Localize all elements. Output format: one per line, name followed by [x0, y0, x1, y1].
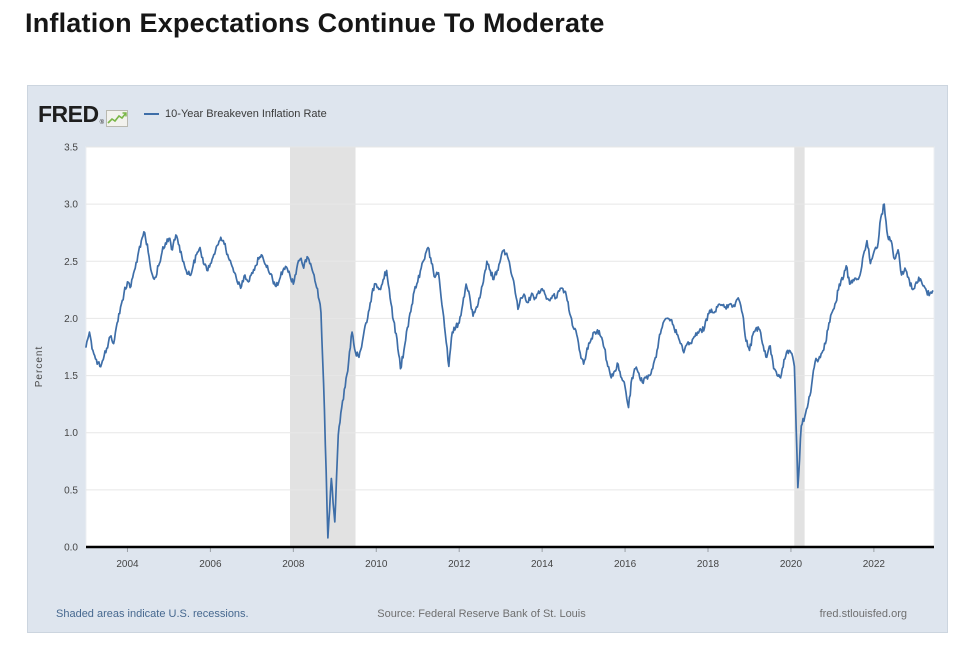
y-tick-label: 3.5 [64, 143, 78, 154]
fred-logo-registered-mark: ® [99, 119, 105, 126]
chart-header: FRED ® 10-Year Breakeven Inflation Rate [38, 96, 327, 132]
line-chart-svg: 0.0 0.5 1.0 1.5 2.0 2.5 3.0 3.5 2004 2006 2008 2010… [64, 143, 935, 570]
y-tick-label: 2.5 [64, 257, 78, 268]
recession-note: Shaded areas indicate U.S. recessions. [56, 608, 249, 620]
legend-series-label: 10-Year Breakeven Inflation Rate [165, 108, 327, 120]
x-tick-label: 2012 [448, 559, 471, 570]
x-tick-label: 2014 [531, 559, 554, 570]
source-note: Source: Federal Reserve Bank of St. Loui… [377, 608, 586, 620]
page-title: Inflation Expectations Continue To Moder… [25, 8, 605, 38]
plot-background [85, 146, 935, 548]
fred-chart-panel: FRED ® 10-Year Breakeven Inflation Rate … [27, 85, 948, 633]
x-tick-label: 2016 [614, 559, 637, 570]
x-tick-label: 2010 [365, 559, 388, 570]
legend-line-swatch [144, 113, 160, 115]
fred-sparkline-icon [106, 109, 129, 127]
y-tick-label: 2.0 [64, 314, 78, 325]
x-tick-label: 2006 [199, 559, 222, 570]
fred-url: fred.stlouisfed.org [819, 608, 907, 620]
x-tick-label: 2020 [780, 559, 803, 570]
y-tick-label: 0.0 [64, 543, 78, 554]
x-tick-label: 2022 [863, 559, 886, 570]
chart-legend: 10-Year Breakeven Inflation Rate [144, 108, 327, 120]
series-line [85, 203, 934, 539]
y-tick-label: 0.5 [64, 485, 78, 496]
chart-plot: 0.0 0.5 1.0 1.5 2.0 2.5 3.0 3.5 2004 2006 2008 2010… [28, 141, 948, 581]
fred-logo-text: FRED [38, 100, 99, 127]
recession-band [794, 147, 805, 547]
fred-logo: FRED ® [38, 100, 129, 128]
x-tick-label: 2018 [697, 559, 720, 570]
y-tick-label: 1.0 [64, 428, 78, 439]
chart-footer: Shaded areas indicate U.S. recessions. S… [28, 608, 947, 620]
y-tick-label: 3.0 [64, 200, 78, 211]
x-tick-label: 2008 [282, 559, 305, 570]
x-tick-label: 2004 [116, 559, 139, 570]
y-tick-label: 1.5 [64, 371, 78, 382]
